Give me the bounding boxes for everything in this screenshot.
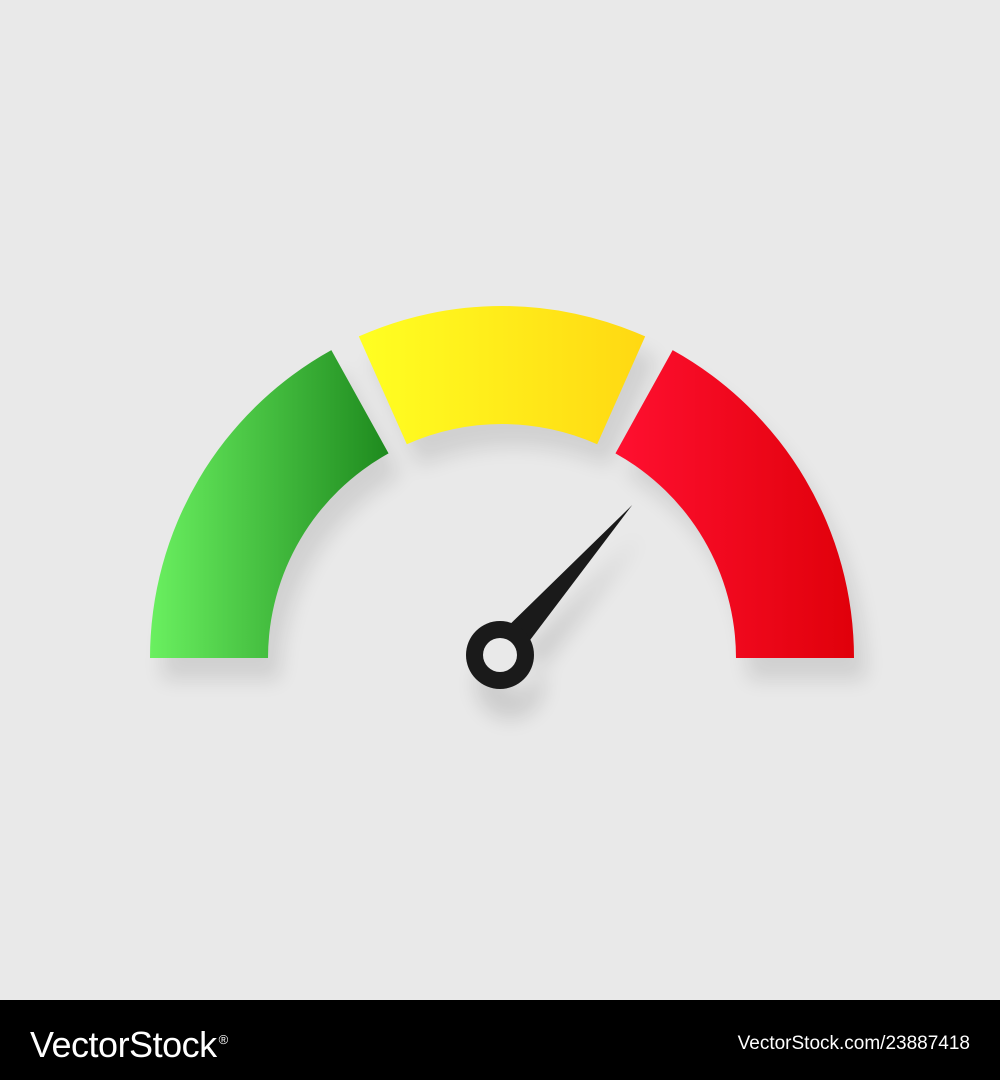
gauge (150, 306, 866, 719)
gauge-needle (466, 504, 633, 689)
needle-pointer (488, 504, 633, 665)
needle-shadow (476, 534, 643, 719)
gauge-segment-yellow (358, 306, 646, 445)
gauge-segment-green (150, 350, 389, 658)
image-id-label: VectorStock.com/23887418 (737, 1033, 970, 1054)
gauge-segment-red (615, 350, 854, 658)
watermark-footer: VectorStock ® VectorStock.com/23887418 (0, 1000, 1000, 1080)
brand-logo: VectorStock ® (30, 1024, 228, 1065)
needle-hub-hole (483, 638, 517, 672)
